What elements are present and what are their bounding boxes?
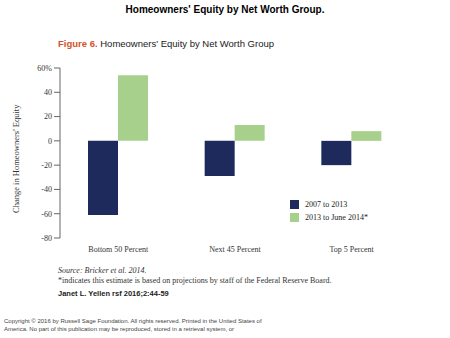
- html-text:*indicates this estimate is ba: *indicates this estimate is based on pro…: [58, 276, 332, 285]
- html-text:Source: Bricker et al. 2014.: Source: Bricker et al. 2014.: [58, 266, 147, 275]
- svg-text:60%: 60%: [37, 64, 52, 73]
- html-text:Janet L. Yellen rsf 2016;2:44-: Janet L. Yellen rsf 2016;2:44-59: [58, 289, 169, 298]
- svg-text:-80: -80: [41, 234, 52, 243]
- html-text:2007 to 2013: 2007 to 2013: [305, 200, 348, 209]
- html-text:Figure 6. Homeowners' Equity b: Figure 6. Homeowners' Equity by Net Wort…: [58, 38, 274, 49]
- svg-text:Change in Homeowners' Equity: Change in Homeowners' Equity: [11, 104, 21, 213]
- svg-text:-20: -20: [41, 161, 52, 170]
- html-text:America. No part of this publi: America. No part of this publication may…: [4, 326, 235, 332]
- html-text:Copyright © 2016 by Russell Sa: Copyright © 2016 by Russell Sage Foundat…: [4, 318, 262, 324]
- html-text:2013 to June 2014*: 2013 to June 2014*: [305, 213, 368, 222]
- svg-text:20: 20: [44, 112, 52, 121]
- svg-text:40: 40: [44, 88, 52, 97]
- svg-text:-60: -60: [41, 210, 52, 219]
- svg-text:Next 45 Percent: Next 45 Percent: [209, 245, 261, 254]
- html-text:Homeowners' Equity by Net Wort: Homeowners' Equity by Net Worth Group.: [125, 4, 325, 15]
- svg-text:0: 0: [48, 137, 52, 146]
- svg-text:-40: -40: [41, 185, 52, 194]
- svg-text:Bottom 50 Percent: Bottom 50 Percent: [88, 245, 149, 254]
- svg-text:Top 5 Percent: Top 5 Percent: [330, 245, 375, 254]
